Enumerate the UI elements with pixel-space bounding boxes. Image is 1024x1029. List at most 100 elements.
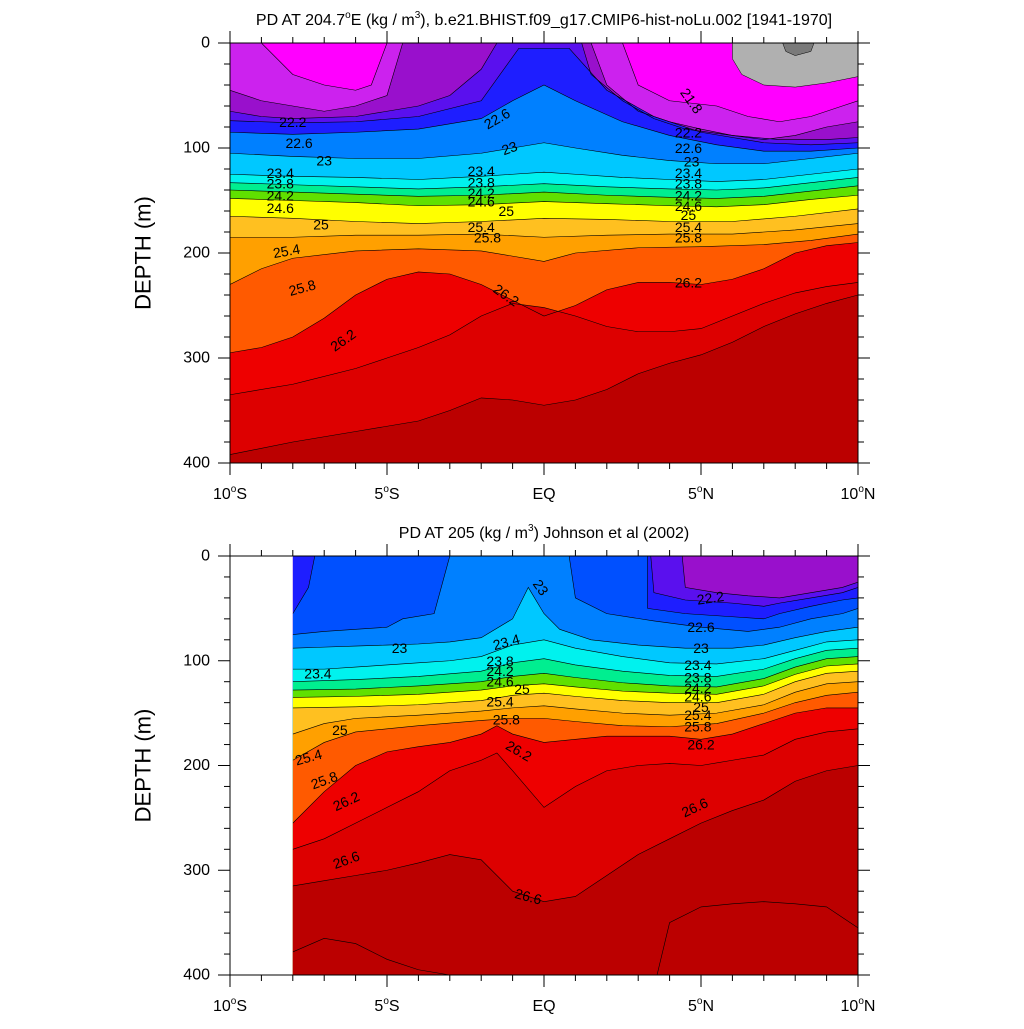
axis-ticks: [218, 31, 870, 475]
y-tick-label: 0: [201, 548, 210, 565]
contour-line-25.4: [292, 681, 858, 735]
contour-label: 26.2: [675, 274, 702, 290]
y-tick-label: 400: [183, 455, 210, 472]
contour-line-23: [292, 586, 858, 649]
contour-label: 23.4: [267, 165, 294, 181]
y-tick-label: 300: [183, 350, 210, 367]
x-tick-label: 10oN: [841, 996, 876, 1015]
contour-label: 22.6: [285, 135, 312, 151]
contour-label: 24.6: [684, 688, 711, 704]
contour-line-23.4: [292, 639, 858, 670]
contour-label: 25.4: [684, 707, 711, 723]
y-axis-title: DEPTH (m): [131, 196, 156, 310]
contour-label: 23.8: [486, 653, 513, 669]
contour-label: 23.4: [468, 163, 495, 179]
y-tick-label: 100: [183, 140, 210, 157]
contour-label: 23: [693, 640, 709, 656]
contour-label: 24.2: [675, 187, 702, 203]
y-tick-label: 200: [183, 245, 210, 262]
contour-label: 25.8: [287, 276, 318, 299]
contour-label: 25.8: [493, 711, 520, 727]
contour-label: 25.4: [675, 219, 702, 235]
contour-line-22.6: [292, 556, 858, 635]
contour-line-24.2: [230, 185, 858, 199]
contour-label: 25: [499, 203, 515, 219]
contour-fill-27: [230, 295, 858, 463]
contour-line-26.2: [292, 707, 858, 824]
contour-label: 25.4: [272, 241, 302, 262]
contour-line-26.6: [230, 282, 858, 396]
contour-label: 24.2: [684, 680, 711, 696]
contour-label: 25.8: [684, 719, 711, 735]
contour-line-23.8: [292, 647, 858, 682]
contour-label: 22.2: [675, 124, 702, 140]
y-tick-label: 400: [183, 967, 210, 984]
contour-label: 25: [681, 207, 697, 223]
contour-line-24.6: [230, 194, 858, 208]
contour-line-26.6: [292, 728, 858, 850]
panel-title: PD AT 205 (kg / m3) Johnson et al (2002): [399, 523, 689, 542]
x-tick-label: 5oN: [688, 484, 714, 503]
y-tick-label: 200: [183, 757, 210, 774]
contour-line-23: [230, 142, 858, 165]
contour-line-22: [292, 556, 858, 599]
contour-line-22.4: [292, 556, 858, 620]
contour-lines: [230, 43, 858, 455]
y-tick-label: 300: [183, 862, 210, 879]
contour-fill-27.4: [292, 938, 450, 975]
contour-label: 23: [392, 640, 408, 656]
contour-label: 25.8: [474, 229, 501, 245]
contour-line-22: [230, 43, 858, 140]
contour-line-25: [230, 208, 858, 224]
contour-line-21.6: [230, 43, 858, 123]
contour-label: 23.8: [675, 176, 702, 192]
contour-lines: [292, 556, 858, 975]
contour-line-25.8: [230, 233, 858, 285]
contour-line-26.2: [230, 242, 858, 354]
axis-ticks: [218, 544, 870, 987]
contour-fills: [292, 556, 858, 975]
contour-line-27: [230, 294, 858, 455]
contour-label: 24.2: [486, 663, 513, 679]
missing-data-core: [782, 43, 815, 56]
x-tick-label: 10oN: [841, 484, 876, 503]
contour-label: 25.4: [293, 746, 324, 769]
contour-label: 23.8: [684, 670, 711, 686]
contour-label: 22.2: [279, 114, 306, 130]
x-tick-label: EQ: [532, 998, 555, 1015]
contour-fill-27.4: [657, 901, 858, 975]
contour-line-27: [292, 765, 858, 902]
contour-line-22.2: [292, 556, 858, 607]
contour-line-24.6: [292, 663, 858, 698]
contour-label: 25.4: [486, 694, 513, 710]
contour-label: 23: [684, 154, 700, 170]
contour-label: 25: [693, 699, 709, 715]
contour-label: 26.2: [687, 737, 714, 753]
contour-line-23.4: [230, 168, 858, 182]
contour-label: 24.6: [468, 194, 495, 210]
contour-line-25.8: [292, 691, 858, 761]
contour-fills: [230, 43, 858, 463]
contour-line-23.8: [230, 177, 858, 191]
x-tick-label: EQ: [532, 486, 555, 503]
contour-line-25: [292, 670, 858, 709]
x-tick-label: 10oS: [213, 996, 247, 1015]
contour-line-25.4: [230, 223, 858, 238]
contour-line-27.4: [656, 901, 858, 975]
contour-line-21.8: [230, 43, 858, 140]
contour-label: 24.6: [675, 198, 702, 214]
contour-panel-2: 23 22.222.623 2323.423.423.423.823.824.224…: [131, 523, 876, 1015]
contour-label: 22.6: [687, 619, 714, 635]
panel-title: PD AT 204.7oE (kg / m3), b.e21.BHIST.f09…: [256, 10, 832, 29]
contour-label: 23.4: [684, 657, 711, 673]
contour-label: 25: [313, 217, 329, 233]
missing-data-region: [732, 43, 858, 88]
contour-label: 25.4: [468, 219, 495, 235]
contour-label: 23.4: [675, 165, 702, 181]
x-tick-label: 5oS: [374, 996, 399, 1015]
contour-label: 22.6: [675, 140, 702, 156]
contour-label: 25: [514, 681, 530, 697]
y-tick-label: 0: [201, 35, 210, 52]
